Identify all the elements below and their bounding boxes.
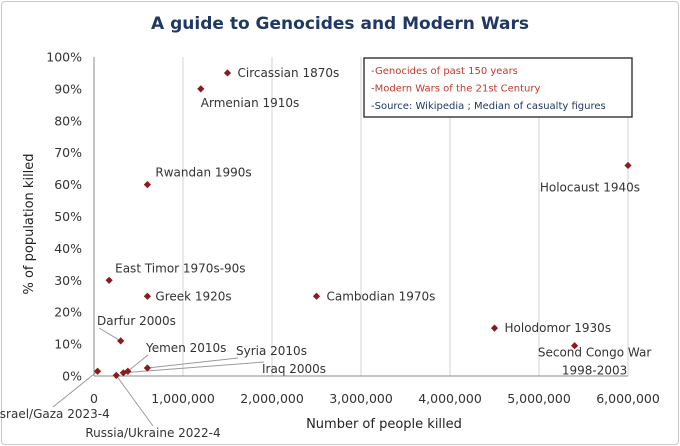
point-greek-1920s: [143, 292, 151, 300]
label-second-congo-war: Second Congo War: [538, 346, 652, 360]
y-tick-label: 0%: [62, 369, 82, 384]
y-tick-label: 70%: [54, 145, 82, 160]
x-axis-ticks: 0 1,000,000 2,000,000 3,000,000 4,000,000 5,0…: [90, 391, 660, 406]
label-syria-2010s: Syria 2010s: [236, 344, 307, 358]
x-axis-title: Number of people killed: [306, 417, 462, 432]
x-tick-label: 3,000,000: [329, 391, 393, 406]
point-circassian-1870s: [223, 69, 232, 77]
label-iraq-2000s: Iraq 2000s: [262, 362, 326, 376]
leader-line: [147, 357, 239, 369]
x-tick-label: 1,000,000: [151, 391, 215, 406]
point-russia-ukraine-2022-4: [112, 371, 120, 379]
y-tick-label: 80%: [54, 113, 82, 128]
y-tick-label: 90%: [54, 81, 82, 96]
point-holocaust-1940s: [624, 161, 632, 170]
label-greek-1920s: Greek 1920s: [155, 289, 231, 303]
legend-box: [363, 57, 633, 118]
point-syria-2010s: [143, 364, 151, 372]
y-tick-label: 100%: [46, 50, 82, 65]
label-russia-ukraine-2022-4: Russia/Ukraine 2022-4: [85, 426, 220, 440]
point-iraq-2000s: [119, 369, 127, 377]
y-axis-ticks: 0% 10% 20% 30% 40% 50% 60% 70% 80% 90% 100%: [46, 50, 82, 384]
label-armenian-1910s: Armenian 1910s: [201, 96, 300, 110]
legend-line: -Source: Wikipedia ; Median of casualty …: [371, 101, 606, 112]
data-points: [93, 69, 632, 379]
point-second-congo-war-1998-2003: [571, 342, 579, 350]
y-tick-label: 20%: [54, 305, 82, 320]
chart-title: A guide to Genocides and Modern Wars: [151, 14, 529, 34]
y-axis-title: % of population killed: [22, 153, 37, 294]
leader-line: [127, 354, 149, 372]
label-cambodian-1970s: Cambodian 1970s: [327, 289, 436, 303]
x-tick-label: 2,000,000: [240, 391, 304, 406]
x-tick-label: 6,000,000: [596, 391, 660, 406]
y-tick-label: 30%: [54, 273, 82, 288]
label-second-congo-war-years: 1998-2003: [562, 364, 627, 378]
data-labels: Circassian 1870s Armenian 1910s Rwandan 19…: [0, 66, 651, 440]
label-israel-gaza-2023-4: Israel/Gaza 2023-4: [0, 407, 110, 421]
x-tick-label: 0: [90, 391, 98, 406]
legend-line: -Modern Wars of the 21st Century: [371, 84, 540, 95]
x-tick-label: 5,000,000: [507, 391, 571, 406]
label-circassian-1870s: Circassian 1870s: [238, 66, 340, 80]
label-yemen-2010s: Yemen 2010s: [145, 341, 226, 355]
leader-line: [115, 375, 154, 427]
label-east-timor-1970s-90s: East Timor 1970s-90s: [115, 261, 245, 275]
leader-line: [98, 327, 121, 342]
point-yemen-2010s: [124, 367, 132, 375]
legend-line: -Genocides of past 150 years: [371, 66, 518, 77]
label-rwandan-1990s: Rwandan 1990s: [155, 166, 251, 180]
point-rwandan-1990s: [143, 181, 151, 189]
point-cambodian-1970s: [312, 292, 321, 300]
point-east-timor-1970s-90s: [105, 276, 113, 284]
leader-lines: [52, 327, 265, 427]
label-holocaust-1940s: Holocaust 1940s: [540, 180, 640, 194]
label-darfur-2000s: Darfur 2000s: [97, 314, 176, 328]
x-tick-label: 4,000,000: [418, 391, 482, 406]
point-israel-gaza-2023-4: [93, 367, 102, 375]
label-holodomor-1930s: Holodomor 1930s: [505, 321, 612, 335]
point-darfur-2000s: [117, 337, 125, 345]
leader-line: [52, 370, 98, 408]
y-tick-label: 60%: [54, 177, 82, 192]
y-tick-label: 10%: [54, 337, 82, 352]
y-tick-label: 50%: [54, 209, 82, 224]
point-armenian-1910s: [197, 85, 205, 93]
legend: -Genocides of past 150 years -Modern Wars…: [363, 57, 633, 118]
y-tick-label: 40%: [54, 241, 82, 256]
point-holodomor-1930s: [490, 324, 499, 332]
